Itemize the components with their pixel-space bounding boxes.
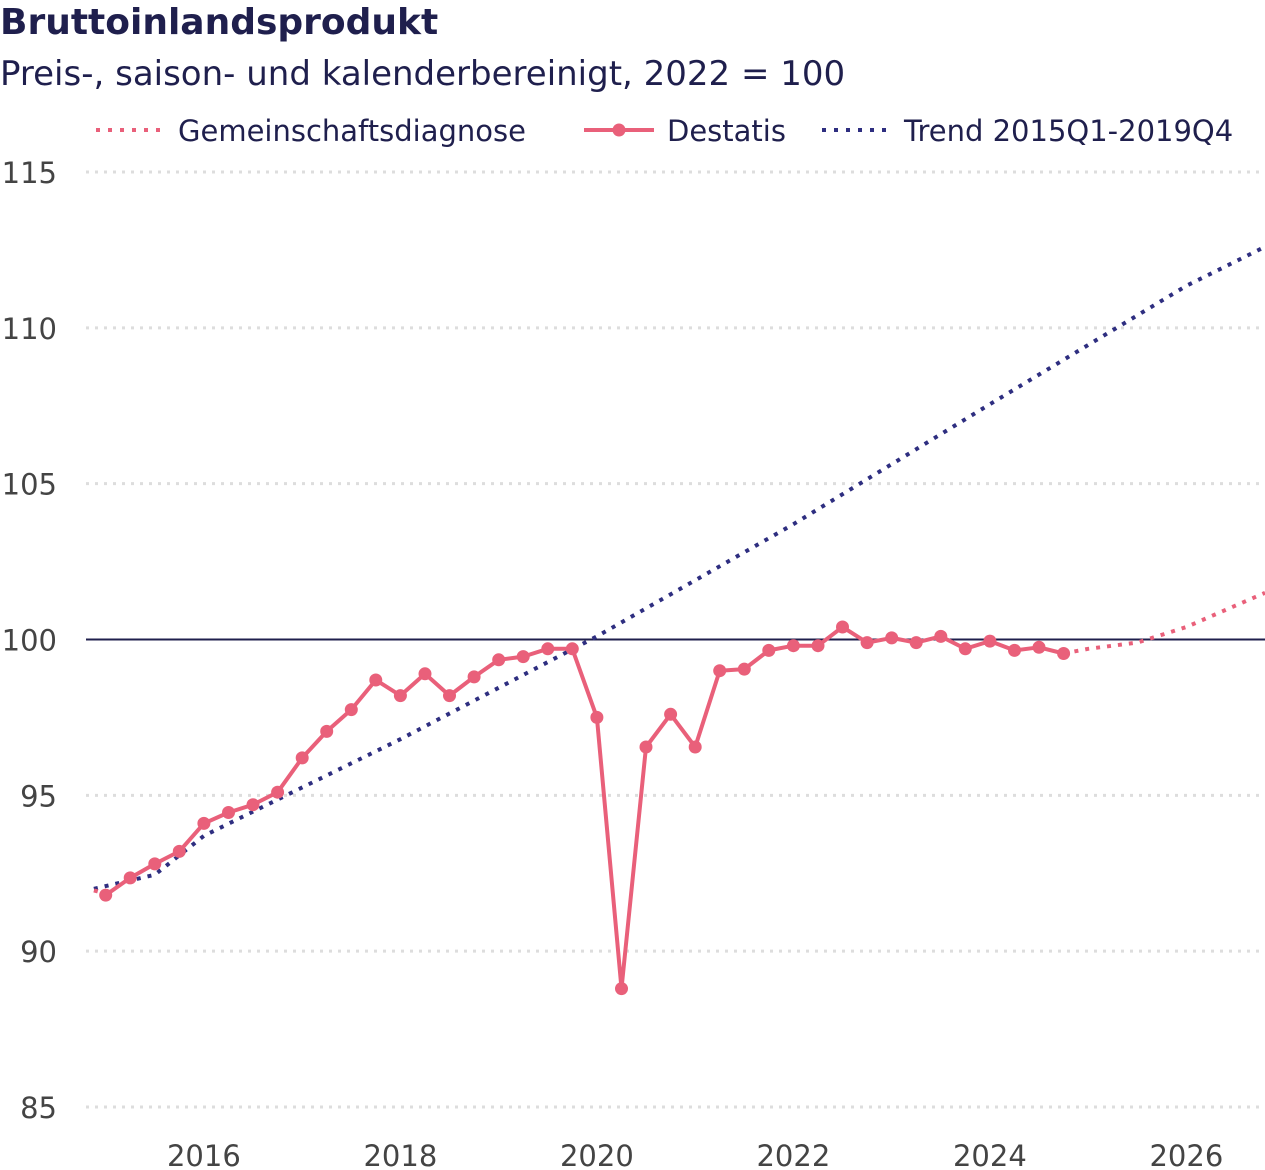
data-point-destatis <box>271 785 285 799</box>
data-point-destatis <box>418 667 432 681</box>
data-point-destatis <box>1057 647 1071 660</box>
data-point-destatis <box>615 982 628 996</box>
series-line-destatis <box>104 625 1065 991</box>
data-point-destatis <box>172 844 186 858</box>
data-point-destatis <box>320 724 334 738</box>
data-point-destatis <box>565 642 579 656</box>
data-point-destatis <box>664 707 678 721</box>
data-point-destatis <box>393 689 407 703</box>
series-line-gemeinschaftsdiagnose-1 <box>1063 590 1265 656</box>
data-point-destatis <box>688 740 702 754</box>
data-point-destatis <box>467 670 481 684</box>
data-point-destatis <box>934 629 948 643</box>
series-line-trend <box>93 245 1265 891</box>
data-point-destatis <box>148 857 162 871</box>
data-point-destatis <box>885 631 899 645</box>
data-point-destatis <box>713 664 727 678</box>
chart-subtitle: Preis-, saison- und kalenderbereinigt, 2… <box>0 54 846 94</box>
data-point-destatis <box>786 639 800 653</box>
data-point-destatis <box>983 634 997 648</box>
x-axis: 2016 2018 2020 2022 2024 2026 <box>167 1139 1223 1170</box>
data-point-destatis <box>222 806 235 819</box>
data-point-destatis <box>737 662 751 676</box>
data-point-destatis <box>541 642 555 656</box>
legend-label-destatis: Destatis <box>667 114 786 148</box>
y-tick-label: 85 <box>20 1091 57 1125</box>
data-point-destatis <box>99 888 113 902</box>
series-group <box>93 245 1265 996</box>
data-point-destatis <box>246 798 260 812</box>
data-point-destatis <box>295 751 309 765</box>
data-point-destatis <box>836 620 849 634</box>
x-tick-label: 2018 <box>363 1139 437 1170</box>
data-point-destatis <box>590 710 604 724</box>
data-point-destatis <box>197 816 211 830</box>
chart-title: Bruttoinlandsprodukt <box>0 2 439 43</box>
data-point-destatis <box>909 636 923 650</box>
data-point-destatis <box>443 689 456 703</box>
legend-label-gemeinschaftsdiagnose: Gemeinschaftsdiagnose <box>178 114 526 148</box>
data-point-destatis <box>639 740 653 754</box>
data-point-destatis <box>516 650 530 664</box>
data-point-destatis <box>1032 640 1046 654</box>
x-tick-label: 2026 <box>1149 1139 1223 1170</box>
y-tick-label: 90 <box>20 935 57 969</box>
grid <box>86 170 1265 1109</box>
y-axis: 85 90 95 100 105 110 115 <box>2 156 57 1125</box>
y-tick-label: 100 <box>2 624 57 658</box>
data-point-destatis <box>958 642 972 656</box>
data-point-destatis <box>344 703 358 717</box>
y-tick-label: 110 <box>2 312 57 346</box>
x-tick-label: 2024 <box>953 1139 1027 1170</box>
data-point-destatis <box>811 639 825 653</box>
data-point-destatis <box>123 871 137 885</box>
x-tick-label: 2022 <box>756 1139 830 1170</box>
legend: Gemeinschaftsdiagnose Destatis Trend 201… <box>96 114 1233 148</box>
data-point-destatis <box>860 636 874 650</box>
y-tick-label: 95 <box>20 779 57 813</box>
data-point-destatis <box>369 673 383 687</box>
y-tick-label: 105 <box>2 468 57 502</box>
x-tick-label: 2016 <box>167 1139 241 1170</box>
y-tick-label: 115 <box>2 156 57 190</box>
x-tick-label: 2020 <box>560 1139 634 1170</box>
data-point-destatis <box>762 643 776 657</box>
data-point-destatis <box>1008 643 1021 657</box>
legend-label-trend: Trend 2015Q1-2019Q4 <box>903 114 1233 148</box>
legend-marker-destatis <box>612 123 626 137</box>
data-point-destatis <box>492 653 506 667</box>
